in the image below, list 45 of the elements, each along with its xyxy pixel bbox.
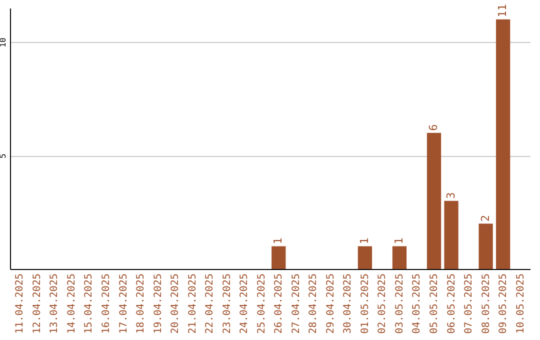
x-tick-label: 08.05.2025 <box>480 274 492 334</box>
data-label: 6 <box>427 124 440 131</box>
x-tick-label: 29.04.2025 <box>325 274 336 334</box>
x-tick-label: 30.04.2025 <box>342 274 354 334</box>
x-tick-label: 26.04.2025 <box>274 274 285 334</box>
x-tick-label: 12.04.2025 <box>32 274 43 334</box>
data-label: 1 <box>392 238 406 244</box>
x-tick-label: 20.04.2025 <box>170 274 182 334</box>
x-tick-label: 22.04.2025 <box>204 274 216 334</box>
x-tick-label: 06.05.2025 <box>446 274 458 334</box>
x-tick-label: 02.05.2025 <box>377 274 388 334</box>
y-tick-label: 5 <box>0 153 8 158</box>
x-tick-label: 27.04.2025 <box>290 274 302 334</box>
x-tick-label: 14.04.2025 <box>66 274 78 334</box>
data-label: 11 <box>496 4 510 18</box>
bar <box>272 246 286 269</box>
x-tick-label: 01.05.2025 <box>360 274 371 334</box>
x-tick-label: 18.04.2025 <box>136 274 147 334</box>
bar <box>478 224 493 269</box>
x-tick-label: 25.04.2025 <box>256 274 268 334</box>
x-tick-label: 13.04.2025 <box>49 274 60 334</box>
x-tick-label: 11.04.2025 <box>14 274 26 334</box>
data-label: 1 <box>358 238 371 244</box>
bar <box>426 132 442 269</box>
bar <box>496 19 510 269</box>
data-label: 1 <box>272 238 285 244</box>
bar <box>358 246 372 269</box>
x-tick-label: 21.04.2025 <box>187 274 198 334</box>
x-tick-label: 16.04.2025 <box>100 274 112 334</box>
data-label: 3 <box>444 192 458 199</box>
bar <box>392 246 407 269</box>
x-tick-label: 23.04.2025 <box>222 274 233 334</box>
x-tick-label: 05.05.2025 <box>429 274 440 334</box>
x-tick-label: 10.05.2025 <box>515 274 526 334</box>
x-tick-label: 07.05.2025 <box>464 274 475 334</box>
x-tick-label: 09.05.2025 <box>498 274 510 334</box>
data-label: 2 <box>478 214 492 222</box>
x-tick-label: 03.05.2025 <box>394 274 406 334</box>
x-tick-label: 19.04.2025 <box>152 274 164 334</box>
x-tick-label: 17.04.2025 <box>118 274 130 334</box>
x-tick-label: 28.04.2025 <box>308 274 320 334</box>
x-tick-label: 04.05.2025 <box>412 274 423 334</box>
bar <box>444 200 458 269</box>
x-tick-label: 24.04.2025 <box>239 274 250 334</box>
x-tick-label: 15.04.2025 <box>84 274 95 334</box>
